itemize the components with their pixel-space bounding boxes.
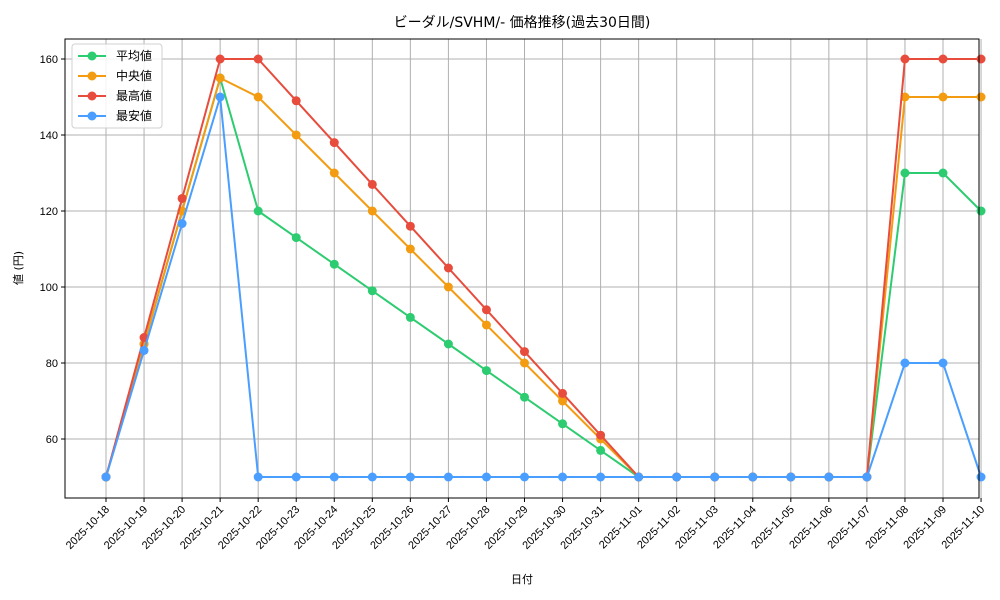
- data-point: [215, 73, 225, 83]
- data-point: [976, 472, 986, 482]
- data-point: [558, 396, 568, 406]
- y-tick-label: 60: [46, 434, 58, 446]
- data-point: [177, 193, 187, 203]
- legend-swatch-marker: [87, 111, 97, 121]
- data-point: [291, 130, 301, 140]
- x-axis-ticks: 2025-10-182025-10-192025-10-202025-10-21…: [64, 498, 987, 552]
- plot-frame: [64, 38, 980, 499]
- data-point: [520, 472, 529, 482]
- y-tick-label: 80: [46, 358, 58, 370]
- data-point: [443, 472, 453, 482]
- data-point: [596, 472, 606, 482]
- data-point: [443, 263, 453, 273]
- data-point: [139, 345, 149, 355]
- data-point: [748, 472, 758, 482]
- legend-label: 平均値: [116, 48, 152, 63]
- data-point: [520, 358, 529, 368]
- legend-item: 平均値: [78, 48, 152, 63]
- data-point: [481, 366, 491, 376]
- data-point: [520, 392, 529, 402]
- data-point: [443, 339, 453, 349]
- y-tick-label: 140: [40, 130, 58, 142]
- data-point: [405, 312, 415, 322]
- data-point: [976, 92, 986, 102]
- data-point: [253, 472, 263, 482]
- data-point: [367, 206, 377, 216]
- data-point: [481, 320, 491, 330]
- legend-swatch-marker: [87, 71, 97, 81]
- legend-item: 最安値: [78, 108, 152, 123]
- data-point: [558, 419, 568, 429]
- data-point: [520, 347, 529, 357]
- data-point: [443, 282, 453, 292]
- data-point: [976, 54, 986, 64]
- legend-item: 中央値: [78, 68, 152, 83]
- data-point: [596, 445, 606, 455]
- data-point: [481, 472, 491, 482]
- data-point: [405, 472, 415, 482]
- y-axis-label: 値 (円): [12, 251, 25, 285]
- data-point: [405, 221, 415, 231]
- series-3: [101, 92, 986, 482]
- chart-title: ビーダル/SVHM/- 価格推移(過去30日間): [394, 15, 651, 31]
- data-point: [405, 244, 415, 254]
- data-point: [329, 472, 339, 482]
- data-point: [596, 430, 606, 440]
- series-lines: [101, 54, 986, 482]
- legend-label: 中央値: [116, 68, 152, 83]
- data-point: [291, 472, 301, 482]
- data-point: [938, 168, 948, 178]
- data-point: [900, 168, 910, 178]
- legend-box: [71, 43, 163, 129]
- data-point: [634, 472, 644, 482]
- data-point: [824, 472, 834, 482]
- data-point: [253, 206, 263, 216]
- data-point: [672, 472, 682, 482]
- data-point: [367, 472, 377, 482]
- y-axis-ticks: 60 80 100 120 140 160: [40, 54, 65, 446]
- data-point: [938, 358, 948, 368]
- data-point: [558, 388, 568, 398]
- data-point: [329, 259, 339, 269]
- data-point: [367, 286, 377, 296]
- y-tick-label: 120: [40, 206, 58, 218]
- data-point: [101, 472, 111, 482]
- data-point: [177, 219, 187, 229]
- legend-swatch-marker: [87, 51, 97, 61]
- data-point: [710, 472, 720, 482]
- data-point: [291, 233, 301, 243]
- x-axis-label: 日付: [511, 573, 533, 586]
- data-point: [253, 54, 263, 64]
- data-point: [938, 54, 948, 64]
- series-line: [105, 96, 982, 478]
- data-point: [786, 472, 796, 482]
- data-point: [329, 138, 339, 148]
- data-point: [976, 206, 986, 216]
- data-point: [862, 472, 872, 482]
- grid: [65, 39, 982, 498]
- data-point: [291, 96, 301, 106]
- data-point: [215, 54, 225, 64]
- data-point: [367, 179, 377, 189]
- data-point: [481, 305, 491, 315]
- data-point: [900, 358, 910, 368]
- legend-item: 最高値: [78, 88, 152, 103]
- legend-label: 最安値: [116, 108, 152, 123]
- data-point: [253, 92, 263, 102]
- series-2: [101, 54, 986, 482]
- data-point: [900, 54, 910, 64]
- data-point: [558, 472, 568, 482]
- data-point: [215, 92, 225, 102]
- y-tick-label: 160: [40, 54, 58, 66]
- legend-swatch-marker: [87, 91, 97, 101]
- y-tick-label: 100: [40, 282, 58, 294]
- data-point: [329, 168, 339, 178]
- data-point: [938, 92, 948, 102]
- legend-label: 最高値: [116, 88, 152, 103]
